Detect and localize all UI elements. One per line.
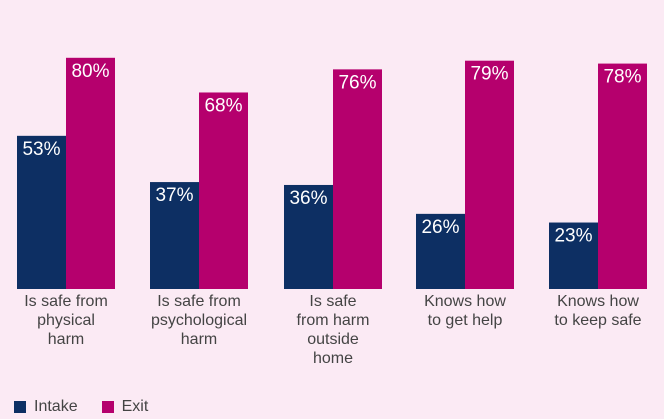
legend-swatch-intake <box>14 401 26 413</box>
bar-group: 37% 68% Is safe from psychological harm <box>150 92 248 348</box>
x-tick-label: Knows how to keep safe <box>554 293 641 329</box>
data-label: 26% <box>421 217 459 238</box>
x-tick-label: Knows how to get help <box>424 293 506 329</box>
data-label: 53% <box>22 139 60 160</box>
bar-intake <box>284 184 333 289</box>
data-label: 37% <box>155 185 193 206</box>
legend-swatch-exit <box>101 401 114 413</box>
legend-label-exit: Exit <box>121 398 149 415</box>
data-label: 80% <box>71 61 109 82</box>
bar-group: 26% 79% Knows how to get help <box>416 60 514 329</box>
bar-group: 53% 80% Is safe from physical harm <box>17 57 115 348</box>
x-tick-label: Is safe from psychological harm <box>151 293 247 348</box>
bar-group: 36% 76% Is safe from harm outside home <box>284 69 382 367</box>
data-label: 79% <box>470 64 508 85</box>
bar-exit <box>333 69 382 289</box>
chart-legend: Intake Exit <box>14 398 172 416</box>
data-label: 36% <box>289 188 327 209</box>
x-tick-label: Is safe from physical harm <box>24 293 108 348</box>
bar-exit <box>199 92 248 289</box>
bar-intake <box>549 222 598 289</box>
x-tick-label: Is safe from harm outside home <box>297 293 370 367</box>
legend-label-intake: Intake <box>34 398 78 415</box>
bar-exit <box>465 60 514 289</box>
data-label: 23% <box>554 226 592 247</box>
bar-group: 23% 78% Knows how to keep safe <box>549 63 647 329</box>
data-label: 76% <box>338 72 376 93</box>
bar-intake <box>416 213 465 289</box>
bar-intake <box>150 182 199 289</box>
legend-item-exit: Exit <box>101 398 149 416</box>
bar-intake <box>17 135 66 289</box>
data-label: 68% <box>204 95 242 116</box>
legend-item-intake: Intake <box>14 398 78 416</box>
bar-exit <box>66 57 115 289</box>
data-label: 78% <box>603 67 641 88</box>
bar-exit <box>598 63 647 289</box>
